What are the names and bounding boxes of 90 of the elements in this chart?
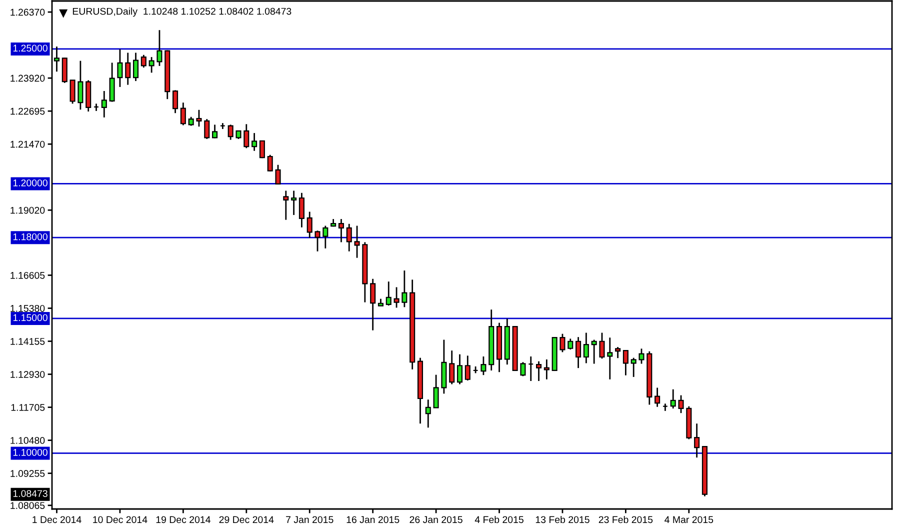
text: EURUSD,Daily 1.10248 1.10252 1.08402 1.08473 bbox=[72, 8, 292, 17]
candlestick bbox=[322, 225, 328, 250]
candlestick bbox=[109, 62, 115, 102]
candlestick bbox=[354, 225, 360, 259]
candlestick bbox=[630, 357, 636, 378]
candlestick bbox=[346, 223, 352, 252]
y-tick-label: 1.22695 bbox=[10, 108, 45, 115]
candlestick bbox=[583, 332, 589, 364]
candlestick bbox=[156, 29, 162, 67]
x-tick-label: 29 Dec 2014 bbox=[219, 516, 274, 524]
candlestick bbox=[291, 190, 297, 216]
ref-line-label: 1.25000 bbox=[13, 44, 48, 52]
candlestick bbox=[275, 164, 281, 185]
candlestick bbox=[678, 394, 684, 414]
candlestick bbox=[125, 52, 131, 86]
candlestick bbox=[622, 350, 628, 376]
text: 1.08473 bbox=[13, 490, 48, 497]
candlestick bbox=[576, 336, 582, 369]
candlestick bbox=[338, 218, 344, 243]
candlestick bbox=[70, 80, 76, 104]
candlestick bbox=[283, 190, 289, 221]
candlestick bbox=[520, 361, 526, 377]
candlestick bbox=[172, 90, 178, 114]
candlestick bbox=[607, 336, 613, 380]
x-tick-label: 19 Dec 2014 bbox=[156, 516, 210, 524]
x-tick-label: 4 Mar 2015 bbox=[664, 516, 714, 524]
candlestick bbox=[78, 60, 84, 110]
candlestick bbox=[180, 102, 186, 126]
candlestick bbox=[456, 354, 463, 385]
candlestick bbox=[196, 109, 202, 128]
ref-line-label: 1.15000 bbox=[13, 314, 48, 322]
candlestick bbox=[204, 118, 210, 140]
candlestick bbox=[694, 422, 700, 458]
candlestick bbox=[599, 332, 605, 360]
y-tick-label: 1.14155 bbox=[10, 338, 45, 345]
candlestick bbox=[370, 278, 376, 332]
candlestick bbox=[670, 388, 676, 410]
candlestick bbox=[449, 350, 455, 385]
y-tick-label: 1.26370 bbox=[10, 8, 45, 16]
candlestick bbox=[259, 140, 265, 159]
candlestick bbox=[306, 211, 312, 239]
candlestick bbox=[148, 56, 154, 74]
y-tick-label: 1.12930 bbox=[10, 370, 45, 378]
candlestick bbox=[267, 154, 273, 172]
candlestick bbox=[425, 398, 431, 428]
y-tick-label: 1.08065 bbox=[10, 502, 45, 509]
y-tick-label: 1.11705 bbox=[11, 404, 45, 411]
y-tick-label: 1.16605 bbox=[10, 272, 45, 279]
candlestick bbox=[394, 286, 400, 308]
candlestick bbox=[117, 48, 123, 88]
candlestick bbox=[132, 52, 139, 82]
candlestick bbox=[62, 57, 68, 84]
candlestick bbox=[464, 354, 470, 382]
candlestick bbox=[101, 90, 107, 118]
candlestick bbox=[638, 348, 644, 364]
candlestick bbox=[298, 192, 304, 228]
x-tick-label: 4 Feb 2015 bbox=[474, 516, 524, 524]
candlestick bbox=[654, 387, 660, 408]
candlestick bbox=[244, 123, 250, 149]
x-tick-label: 16 Jan 2015 bbox=[346, 516, 400, 524]
y-tick-label: 1.09255 bbox=[10, 470, 45, 477]
ref-line-label: 1.10000 bbox=[13, 448, 48, 456]
candlestick bbox=[402, 270, 408, 308]
y-tick-label: 1.23920 bbox=[10, 74, 45, 82]
x-tick-label: 26 Jan 2015 bbox=[410, 516, 462, 524]
candlestick bbox=[544, 358, 550, 380]
candlestick bbox=[140, 54, 146, 68]
y-tick-label: 1.15380 bbox=[10, 304, 45, 312]
candlestick bbox=[212, 124, 218, 139]
x-tick-label: 10 Dec 2014 bbox=[93, 516, 148, 524]
candlestick bbox=[568, 338, 574, 350]
candlestick bbox=[228, 124, 234, 140]
candlestick bbox=[560, 333, 566, 353]
ref-line-label: 1.20000 bbox=[13, 179, 48, 186]
y-tick-label: 1.19020 bbox=[10, 206, 45, 214]
candlestick bbox=[314, 230, 320, 252]
x-tick-label: 7 Jan 2015 bbox=[286, 516, 334, 524]
candlestick bbox=[536, 360, 542, 382]
x-tick-label: 1 Dec 2014 bbox=[32, 516, 82, 524]
x-tick-label: 23 Feb 2015 bbox=[598, 516, 653, 524]
candlestick bbox=[591, 339, 597, 364]
x-tick-label: 13 Feb 2015 bbox=[536, 516, 590, 524]
candlestick bbox=[433, 374, 439, 409]
candlestick bbox=[615, 346, 621, 359]
candlestick bbox=[386, 280, 392, 306]
candlestick bbox=[252, 132, 258, 152]
ref-line-label: 1.18000 bbox=[13, 233, 48, 240]
candlestick bbox=[480, 356, 486, 376]
y-tick-label: 1.10480 bbox=[10, 437, 45, 444]
y-tick-label: 1.21470 bbox=[10, 140, 45, 148]
